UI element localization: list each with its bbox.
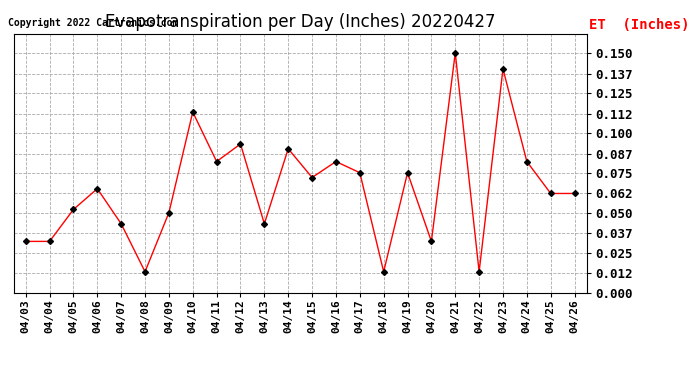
Text: Copyright 2022 Cartronics.com: Copyright 2022 Cartronics.com [8, 18, 179, 28]
Text: ET  (Inches): ET (Inches) [589, 18, 689, 32]
Title: Evapotranspiration per Day (Inches) 20220427: Evapotranspiration per Day (Inches) 2022… [105, 13, 495, 31]
